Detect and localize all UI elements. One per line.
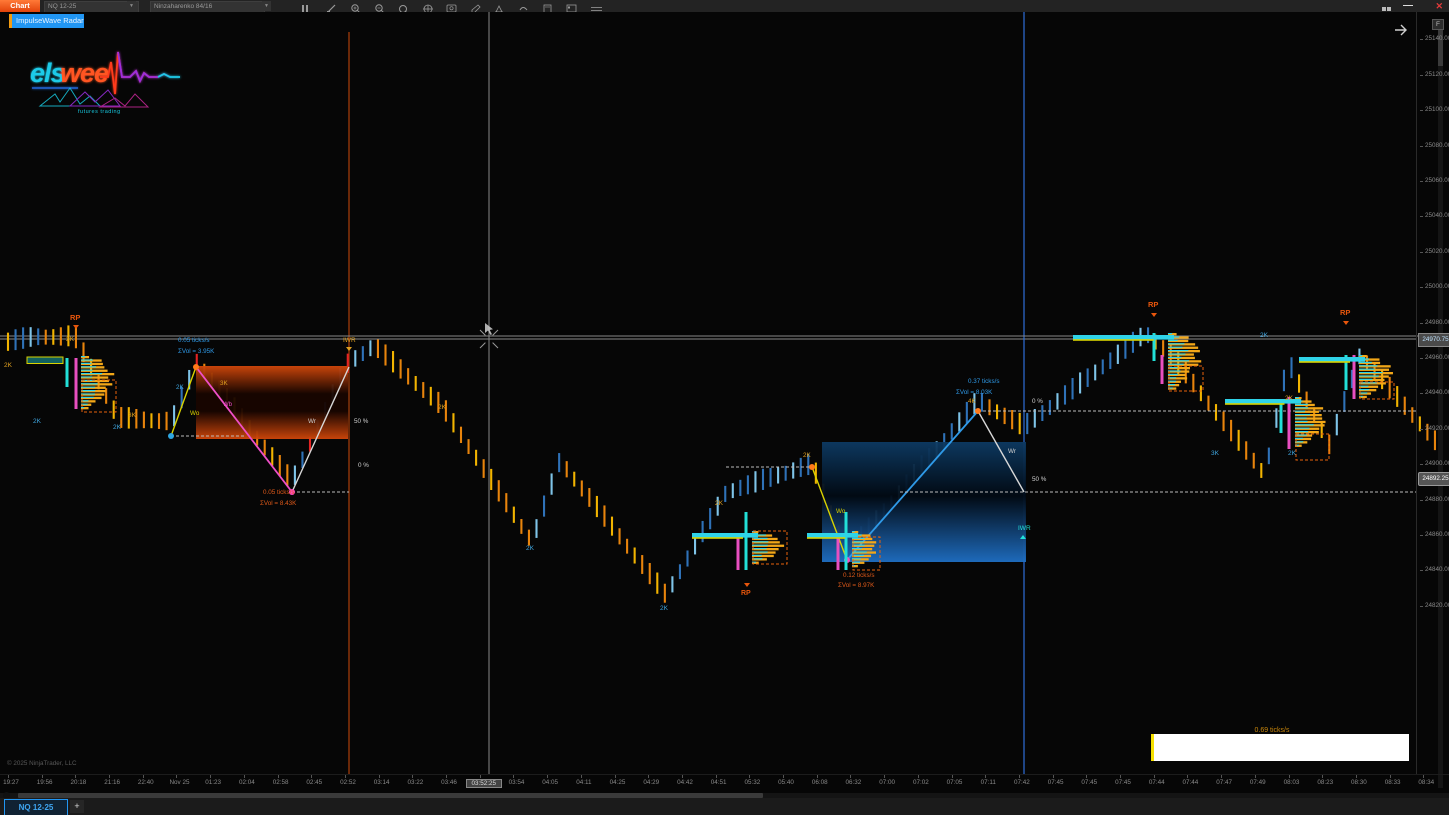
svg-text:futures trading: futures trading: [78, 109, 121, 115]
svg-text:wee: wee: [60, 58, 109, 88]
